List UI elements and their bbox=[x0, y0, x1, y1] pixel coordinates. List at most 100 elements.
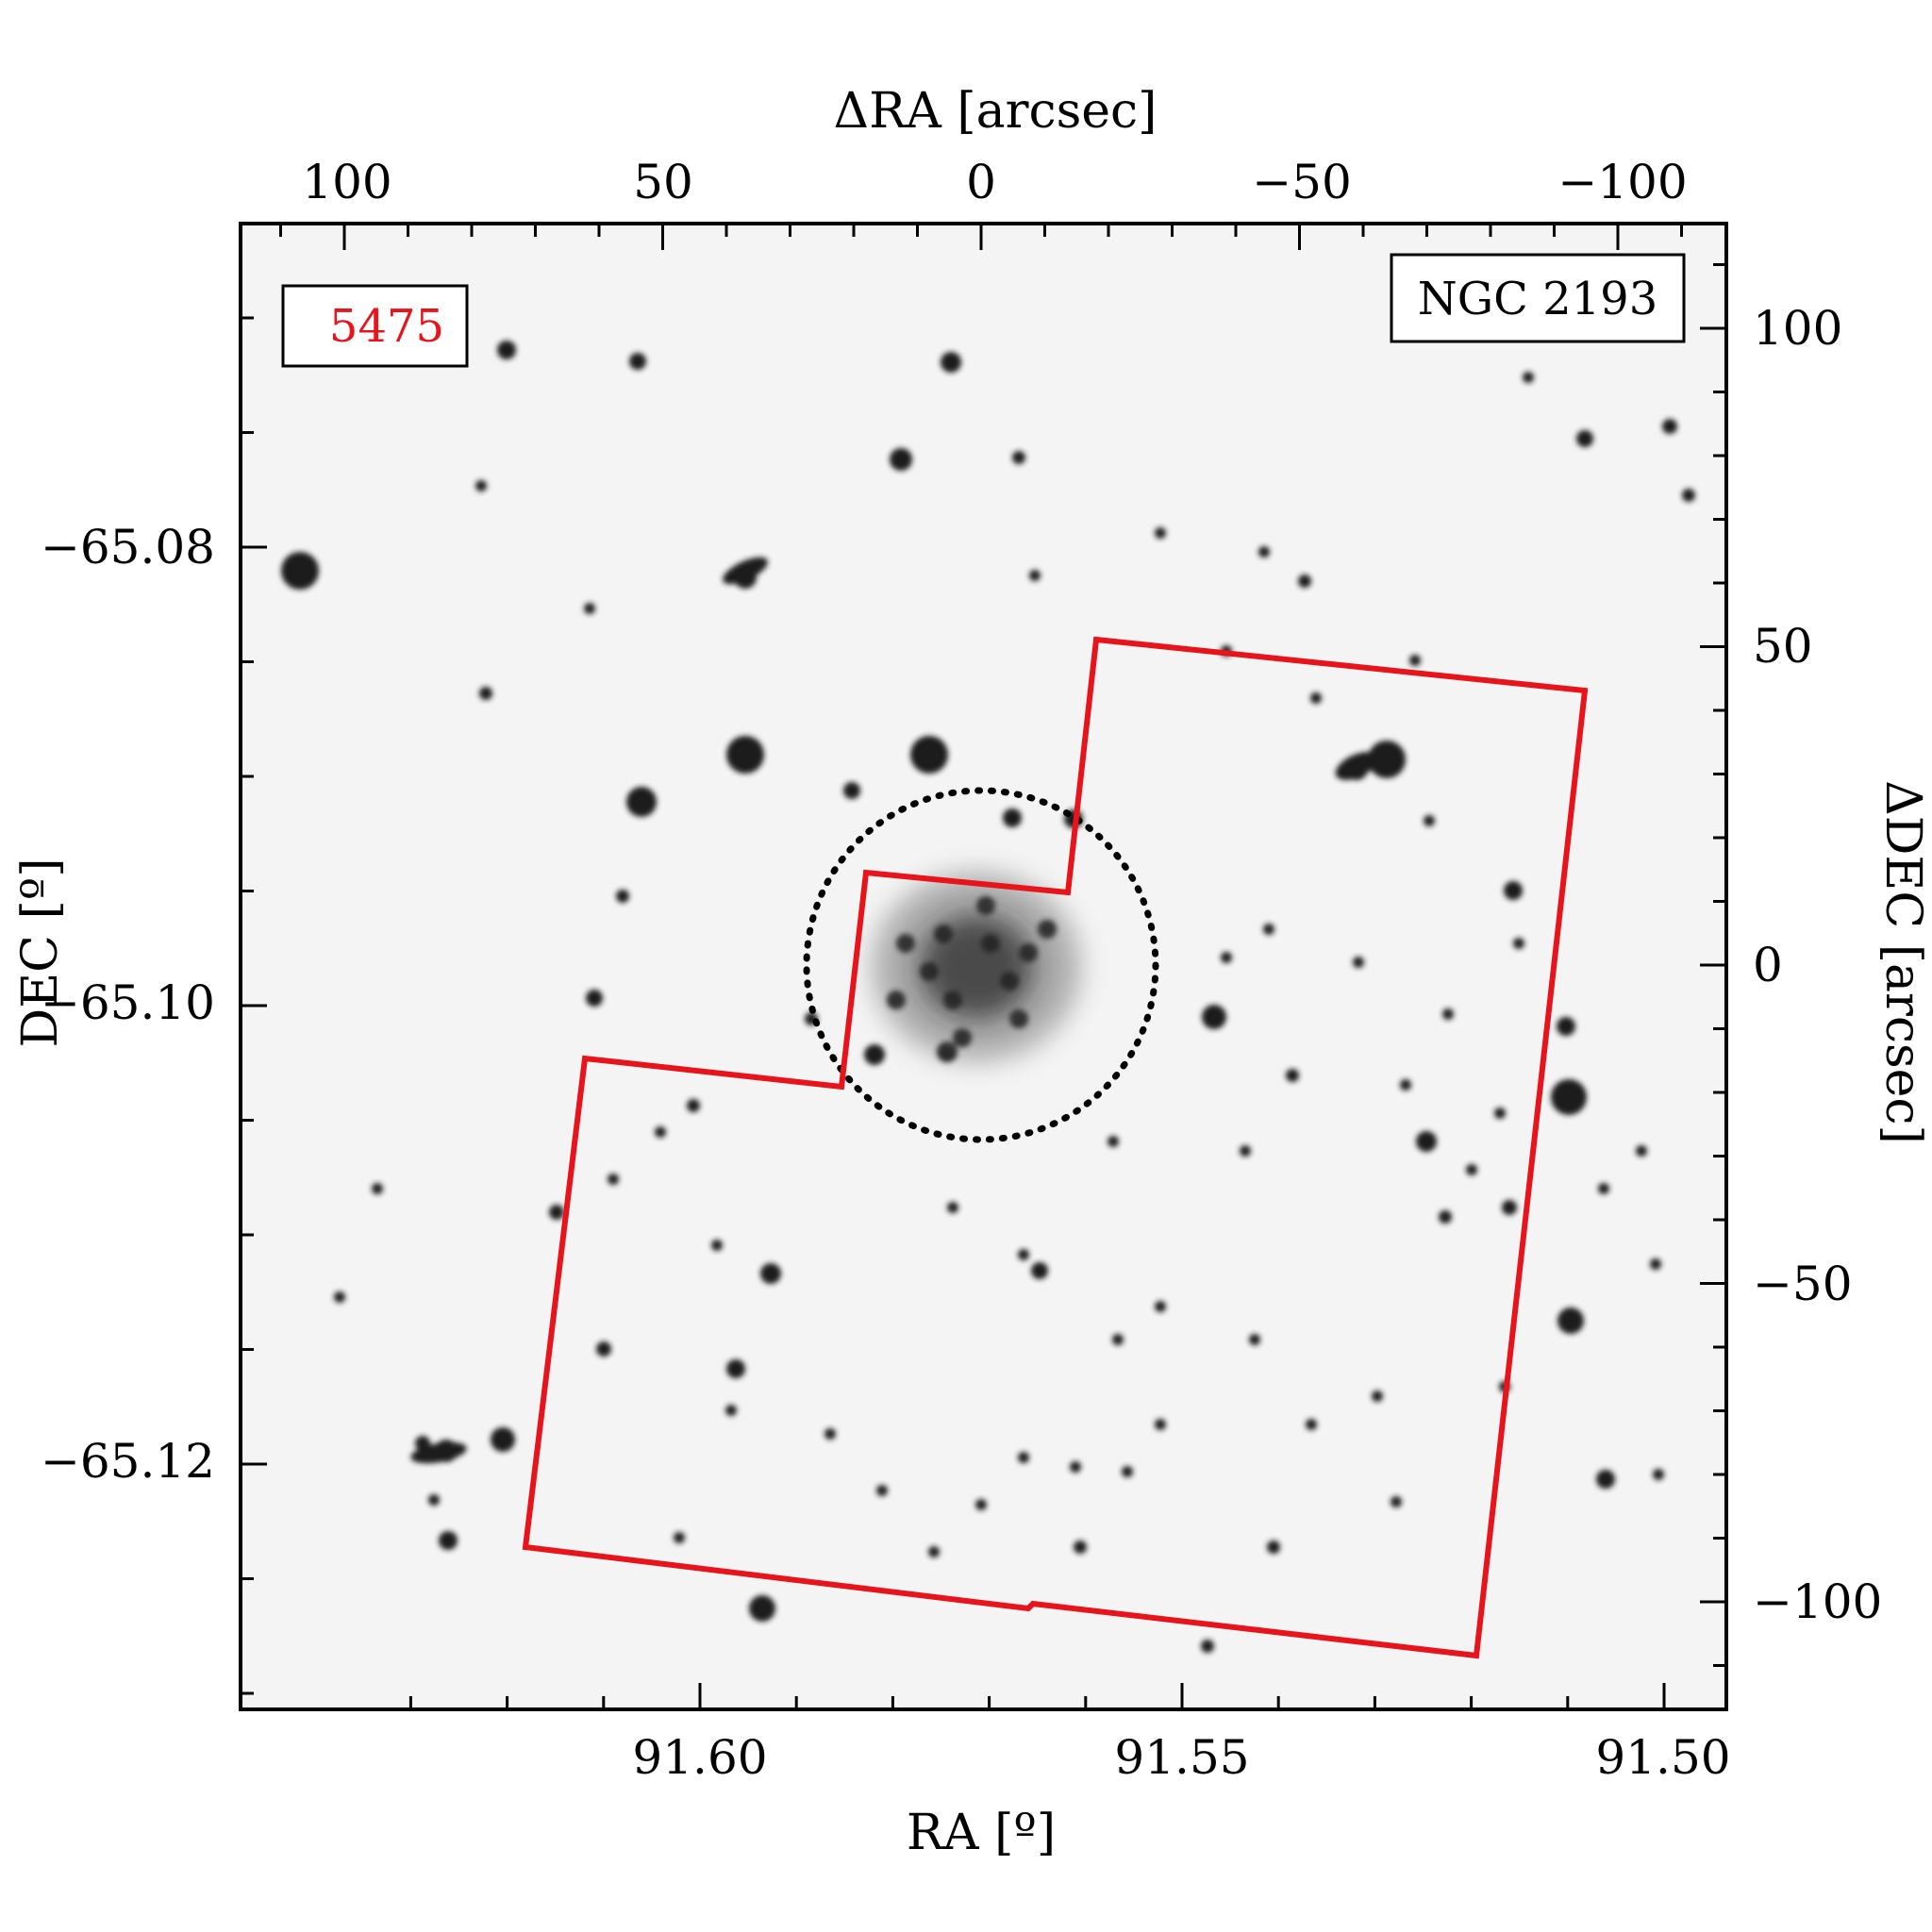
star bbox=[941, 352, 961, 373]
star bbox=[1258, 546, 1270, 558]
star bbox=[1031, 1262, 1048, 1279]
star bbox=[687, 1099, 700, 1112]
observation-footprint bbox=[522, 636, 1589, 1659]
extended-source bbox=[1335, 752, 1378, 780]
star bbox=[1466, 1164, 1477, 1175]
star bbox=[372, 1183, 383, 1194]
top-tick-label: 100 bbox=[302, 155, 391, 209]
star bbox=[616, 890, 629, 903]
star bbox=[1662, 419, 1677, 434]
bottom-tick-label: 91.60 bbox=[632, 1730, 767, 1785]
star bbox=[1391, 1496, 1402, 1507]
star bbox=[1286, 1069, 1299, 1082]
star bbox=[1653, 1469, 1664, 1480]
star bbox=[1201, 1640, 1214, 1653]
star bbox=[1598, 1183, 1609, 1194]
star bbox=[1298, 575, 1311, 588]
star bbox=[760, 1263, 781, 1284]
star bbox=[1557, 1017, 1575, 1036]
star bbox=[479, 687, 492, 700]
cluster-core bbox=[873, 873, 1080, 1061]
left-axis-label: DEC [º] bbox=[12, 858, 69, 1048]
extended-source bbox=[410, 1441, 467, 1464]
star bbox=[1576, 430, 1593, 447]
left-tick-label: −65.10 bbox=[41, 975, 215, 1030]
right-tick-label: −50 bbox=[1753, 1257, 1853, 1311]
star bbox=[1306, 1419, 1317, 1430]
star bbox=[1029, 570, 1041, 581]
star bbox=[674, 1532, 685, 1543]
star bbox=[1108, 1136, 1119, 1147]
star bbox=[549, 1205, 564, 1220]
star bbox=[843, 782, 860, 799]
top-axis-label: ΔRA [arcsec] bbox=[834, 83, 1158, 140]
star bbox=[1112, 1334, 1124, 1345]
star bbox=[1442, 1008, 1454, 1020]
star bbox=[890, 448, 912, 471]
star bbox=[586, 990, 603, 1007]
star bbox=[584, 603, 595, 614]
cluster-radius-circle bbox=[803, 787, 1159, 1143]
star bbox=[1372, 1391, 1383, 1402]
star bbox=[1310, 692, 1322, 704]
axis-ticks bbox=[241, 224, 1726, 1709]
star bbox=[725, 1405, 737, 1416]
star bbox=[439, 1531, 458, 1550]
star bbox=[726, 736, 764, 774]
star bbox=[1070, 1461, 1081, 1473]
star bbox=[281, 552, 319, 590]
star bbox=[1551, 1079, 1587, 1115]
star bbox=[1400, 1079, 1411, 1091]
star bbox=[1263, 924, 1274, 935]
star bbox=[1122, 1466, 1133, 1477]
right-tick-label: 0 bbox=[1753, 938, 1783, 992]
star bbox=[491, 1427, 515, 1452]
cluster-name-box bbox=[1390, 253, 1686, 343]
top-tick-label: 50 bbox=[633, 155, 693, 209]
star bbox=[1682, 489, 1695, 502]
field-id-box bbox=[281, 284, 469, 368]
top-tick-label: −100 bbox=[1557, 155, 1687, 209]
star bbox=[1513, 938, 1524, 949]
star bbox=[655, 1126, 666, 1138]
right-tick-label: 100 bbox=[1753, 301, 1842, 356]
star bbox=[1202, 1005, 1226, 1029]
star bbox=[608, 1174, 619, 1185]
star bbox=[497, 341, 516, 359]
star bbox=[596, 1341, 611, 1357]
field-id-label: 5475 bbox=[329, 300, 444, 353]
star bbox=[1416, 1131, 1437, 1152]
star bbox=[629, 353, 646, 370]
extended-source bbox=[723, 557, 768, 585]
bottom-tick-label: 91.50 bbox=[1595, 1730, 1730, 1785]
star bbox=[1424, 815, 1435, 826]
star bbox=[1353, 957, 1364, 968]
star bbox=[1267, 1541, 1280, 1554]
star bbox=[1018, 1452, 1029, 1463]
star bbox=[1155, 1419, 1166, 1430]
star bbox=[1249, 1334, 1260, 1345]
star bbox=[910, 736, 948, 774]
star bbox=[749, 1595, 775, 1622]
left-tick-label: −65.12 bbox=[41, 1434, 215, 1489]
star bbox=[1018, 1249, 1029, 1260]
star bbox=[1012, 451, 1025, 464]
star bbox=[1240, 1145, 1251, 1157]
star bbox=[1596, 1470, 1615, 1489]
star bbox=[1221, 952, 1232, 963]
top-tick-label: −50 bbox=[1252, 155, 1352, 209]
star bbox=[726, 1359, 745, 1378]
left-tick-label: −65.08 bbox=[41, 520, 215, 575]
star bbox=[1494, 1108, 1506, 1119]
star bbox=[1409, 655, 1421, 666]
star bbox=[428, 1494, 440, 1506]
star bbox=[1636, 1145, 1647, 1157]
bottom-tick-label: 91.55 bbox=[1114, 1730, 1249, 1785]
star bbox=[1504, 881, 1523, 900]
star bbox=[334, 1291, 345, 1303]
right-tick-label: −100 bbox=[1753, 1574, 1882, 1629]
star bbox=[1155, 527, 1166, 539]
top-tick-label: 0 bbox=[966, 155, 996, 209]
star bbox=[1003, 808, 1022, 827]
